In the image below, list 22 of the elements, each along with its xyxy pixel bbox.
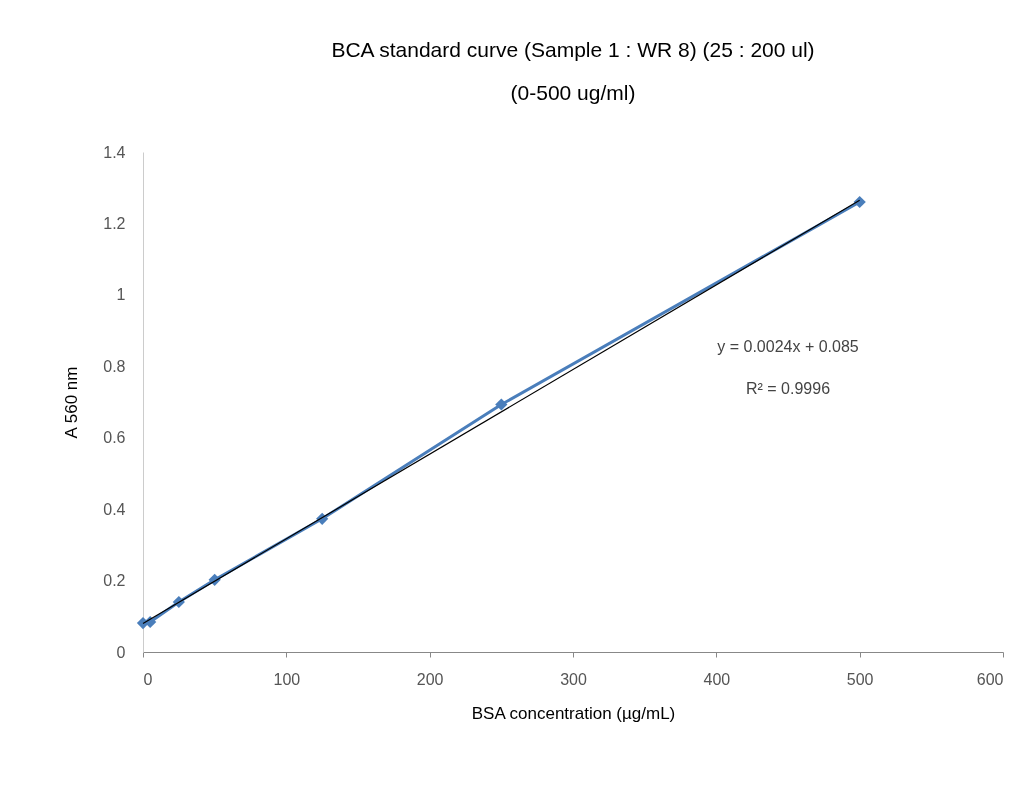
x-tick-label: 600 — [976, 670, 1004, 688]
y-tick-label: 1.4 — [103, 143, 126, 161]
x-tick-label: 300 — [560, 670, 587, 688]
y-axis-title: A 560 nm — [62, 366, 82, 439]
y-tick-label: 1 — [116, 286, 126, 304]
chart-subtitle: (0-500 ug/ml) — [510, 81, 636, 104]
y-tick-label: 0 — [116, 643, 126, 661]
chart-title: BCA standard curve (Sample 1 : WR 8) (25 : 200 ul) — [331, 38, 815, 61]
y-tick-label: 0.4 — [103, 500, 126, 518]
x-tick-label: 400 — [703, 670, 731, 688]
x-tick-label: 500 — [846, 670, 874, 688]
x-tick-label: 100 — [273, 670, 301, 688]
y-tick-label: 1.2 — [103, 214, 126, 232]
y-tick-label: 0.6 — [103, 429, 126, 447]
x-tick-label: 0 — [143, 670, 153, 688]
annotation: y = 0.0024x + 0.085 — [717, 338, 859, 355]
annotation: R² = 0.9996 — [745, 380, 831, 397]
x-axis-title: BSA concentration (µg/mL) — [471, 703, 676, 723]
point — [495, 398, 508, 411]
x-tick-label: 200 — [416, 670, 444, 688]
y-tick-label: 0.2 — [103, 572, 126, 590]
y-tick-label: 0.8 — [103, 357, 126, 375]
